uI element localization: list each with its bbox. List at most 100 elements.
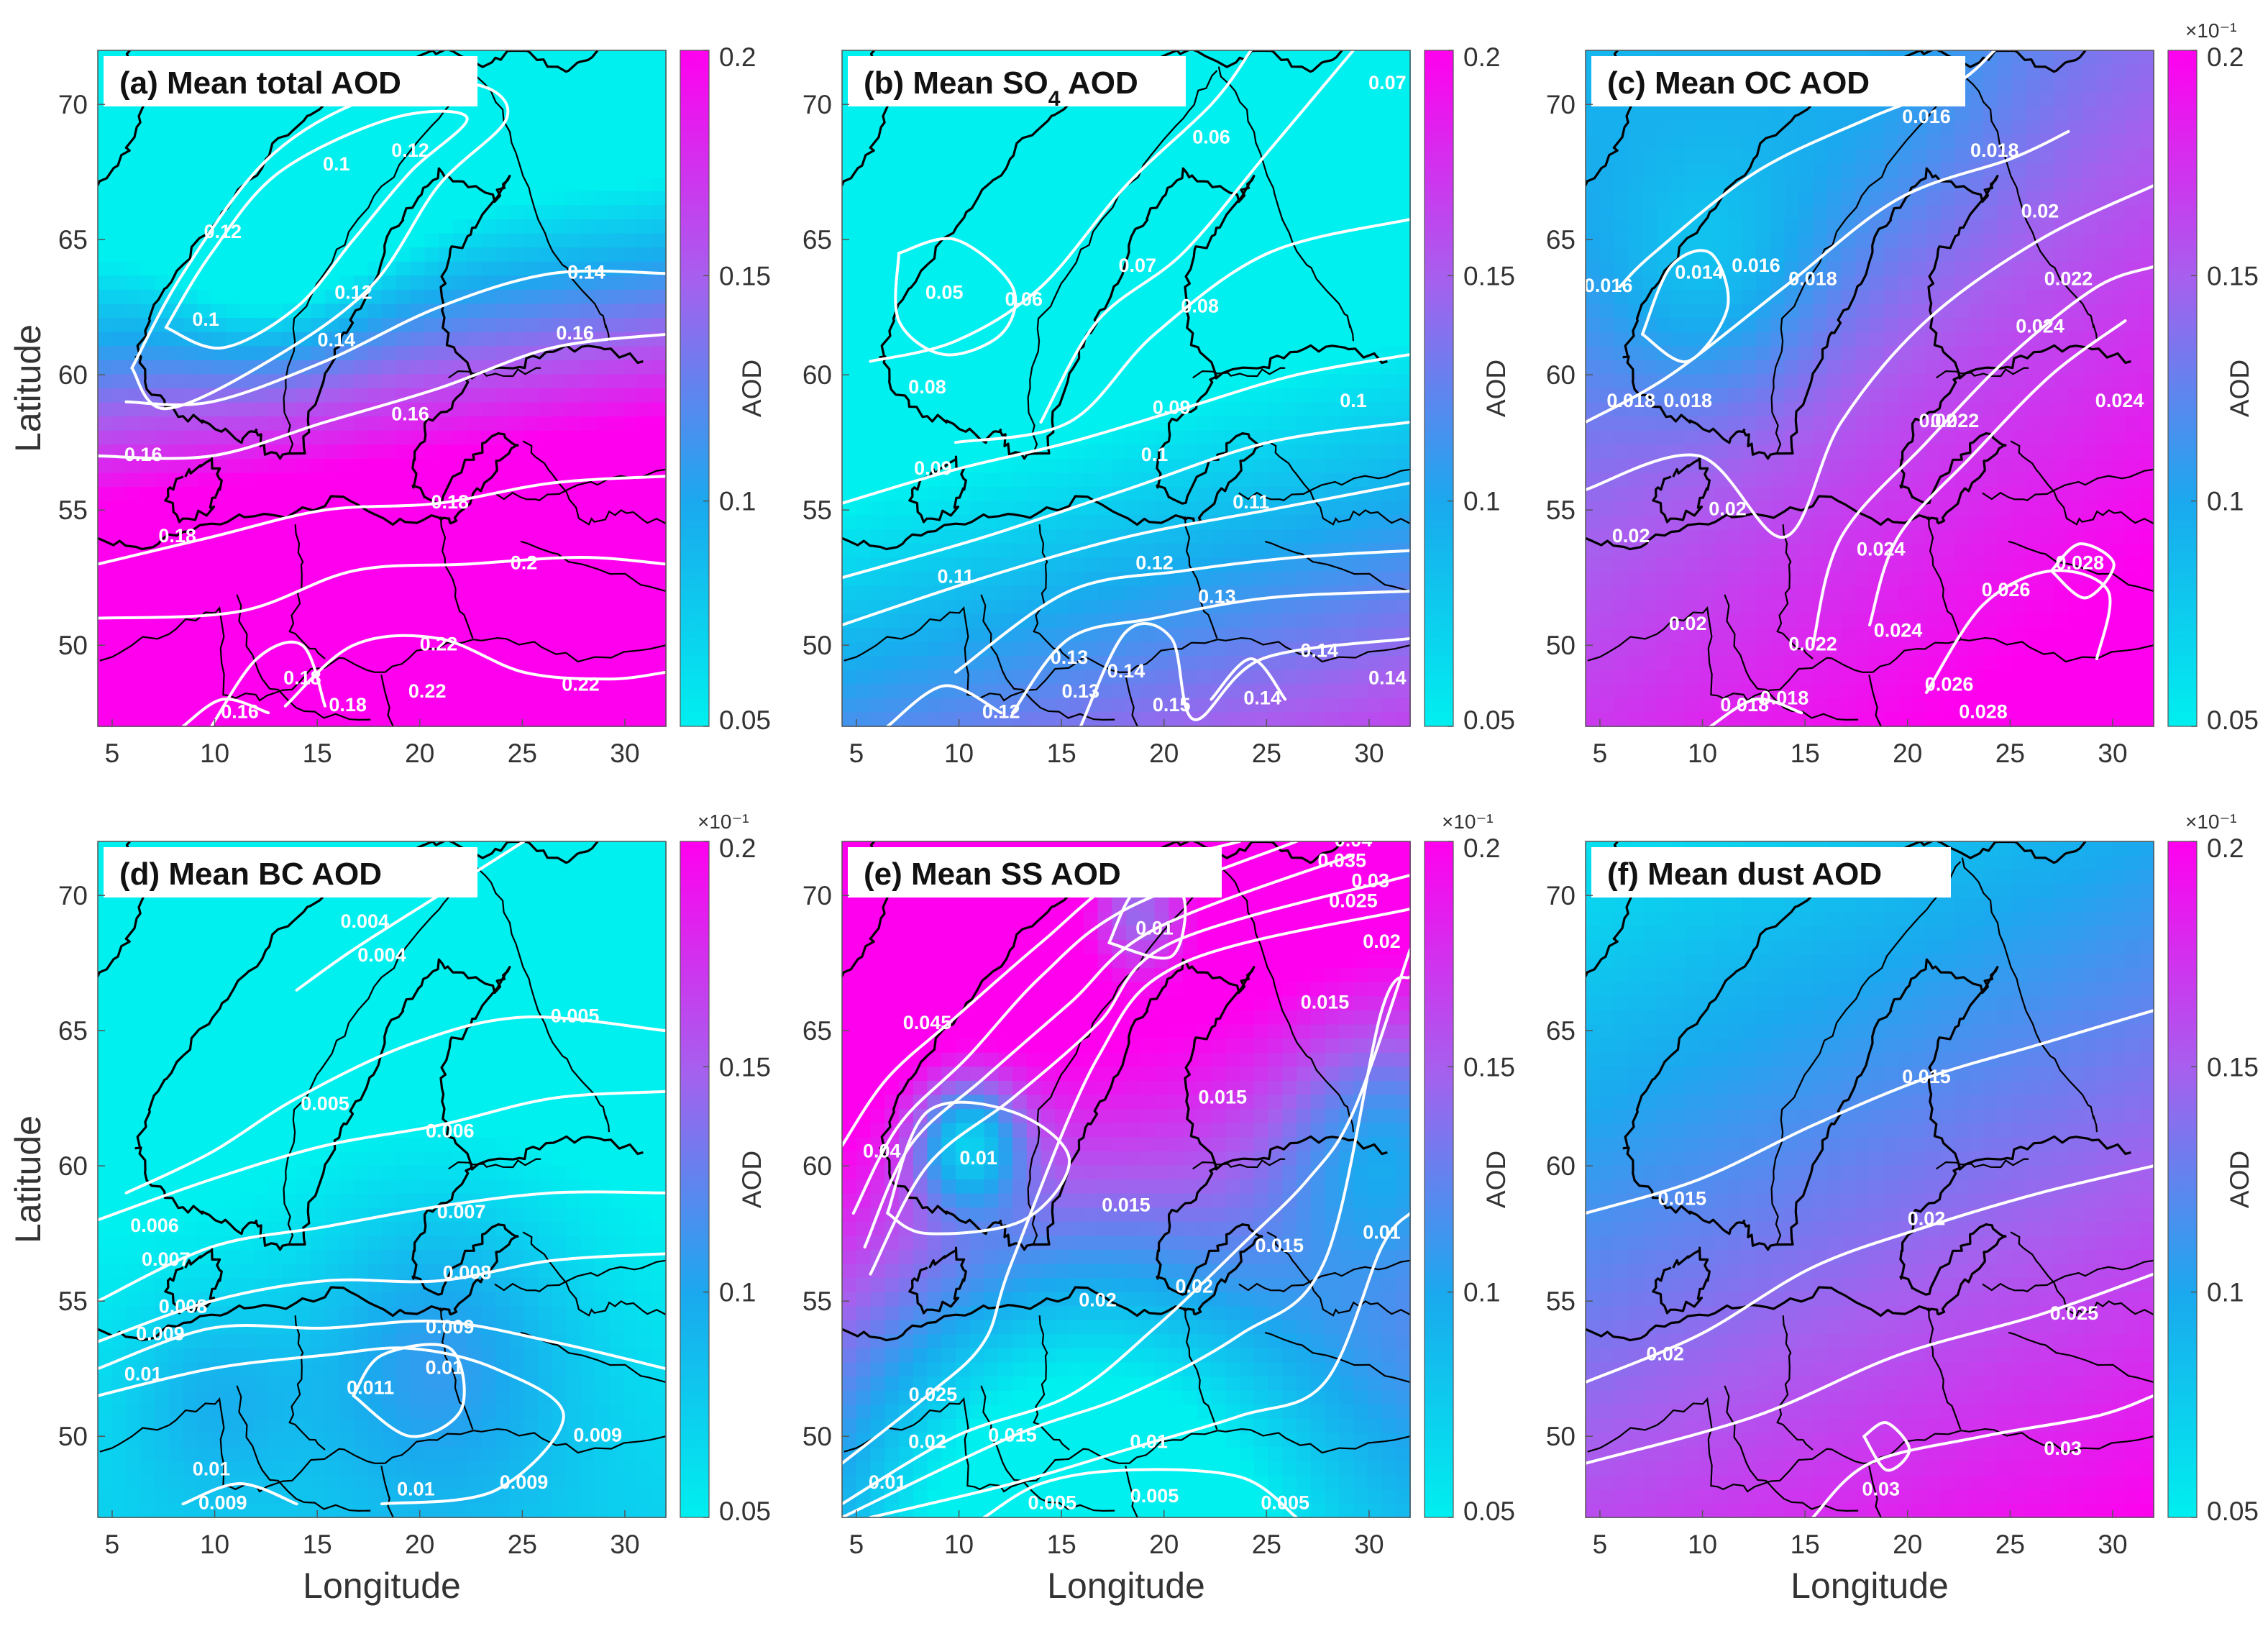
x-tick-label: 10 <box>944 1530 974 1559</box>
contours: 0.05 0.06 0.06 0.07 0.07 0.08 0.08 0.09 0.09 0.1 0… <box>842 50 1410 726</box>
y-axis-ticks: 70 65 60 55 50 <box>803 90 849 660</box>
x-axis-ticks: 5 10 15 20 25 30 <box>105 719 640 768</box>
coastline <box>164 1246 223 1315</box>
contour-label: 0.025 <box>909 1384 958 1405</box>
y-axis-ticks: 70 65 60 55 50 <box>58 90 105 660</box>
contour-label: 0.22 <box>420 633 458 654</box>
y-tick-label: 60 <box>1546 1151 1576 1181</box>
contours: 0.015 0.015 0.02 0.02 0.025 0.03 0.03 <box>1586 1009 2154 1517</box>
colorbar-tick-label: 0.05 <box>1463 705 1515 735</box>
contour-line <box>352 1343 466 1438</box>
contour-label: 0.009 <box>426 1316 475 1338</box>
country-border <box>1264 1331 1410 1384</box>
contour-label: 0.028 <box>1959 700 2008 722</box>
contour-label: 0.025 <box>1329 890 1378 912</box>
colorbar-tick-label: 0.15 <box>1463 261 1515 291</box>
contour-label: 0.11 <box>937 565 974 587</box>
contour-label: 0.02 <box>1612 525 1650 547</box>
y-tick-label: 55 <box>1546 495 1576 525</box>
country-border <box>1184 516 1218 639</box>
contour-line <box>1011 590 1410 715</box>
y-axis-ticks: 70 65 60 55 50 <box>803 881 849 1451</box>
country-border <box>520 540 666 593</box>
x-tick-label: 25 <box>508 1530 537 1559</box>
map-overlay: 0.1 0.1 0.12 0.12 0.12 0.14 0.14 0.16 0.16 0.16 0.… <box>98 50 666 726</box>
contour-label: 0.024 <box>2016 316 2064 337</box>
country-border <box>473 66 611 342</box>
colorbar-tick-label: 0.15 <box>2207 261 2259 291</box>
contour-label: 0.009 <box>198 1492 247 1513</box>
contour-label: 0.011 <box>347 1377 394 1399</box>
contour-label: 0.005 <box>551 1005 600 1027</box>
coastline <box>1652 455 1711 524</box>
country-border <box>1125 674 1138 726</box>
country-border <box>1961 857 2098 1133</box>
map-frame <box>97 50 667 727</box>
panel-f: 0.015 0.015 0.02 0.02 0.025 0.03 0.03 (f) Mean … <box>1546 810 2259 1559</box>
panel-title: (c) Mean OC AOD <box>1591 56 1965 106</box>
x-tick-label: 15 <box>303 739 332 768</box>
contour-label: 0.018 <box>1606 390 1655 411</box>
y-tick-label: 65 <box>803 1016 832 1046</box>
country-border <box>1217 857 1355 1133</box>
x-tick-label: 15 <box>1791 1530 1820 1559</box>
coastline <box>1742 167 2131 460</box>
contour-label: 0.02 <box>1908 1208 1946 1230</box>
panel-title: (f) Mean dust AOD <box>1591 847 1951 898</box>
contour-line <box>894 237 1018 357</box>
country-border <box>2008 540 2154 593</box>
contour-label: 0.015 <box>1199 1086 1248 1107</box>
contour-label: 0.005 <box>1130 1485 1179 1507</box>
contour-line <box>1586 184 2154 539</box>
colorbar-exponent: ×10⁻¹ <box>2185 19 2237 42</box>
contour-label: 0.009 <box>500 1471 549 1493</box>
colorbar-gradient <box>1424 841 1454 1518</box>
contour-label: 0.18 <box>283 667 321 688</box>
colorbar-exponent: ×10⁻¹ <box>1442 810 1494 833</box>
contour-label: 0.015 <box>1902 1066 1951 1087</box>
title-box <box>104 847 477 898</box>
contour-label: 0.04 <box>1335 829 1373 851</box>
coastline <box>879 355 1002 444</box>
country-border <box>99 1397 666 1493</box>
contour-line <box>98 1252 666 1343</box>
y-tick-label: 65 <box>58 225 88 255</box>
x-tick-label: 15 <box>1047 1530 1076 1559</box>
colorbar-tick-label: 0.05 <box>2207 705 2259 735</box>
coastline <box>411 1166 519 1316</box>
country-border <box>1936 1158 2029 1170</box>
contour-label: 0.03 <box>2044 1438 2082 1459</box>
y-tick-label: 70 <box>1546 90 1576 119</box>
coastline <box>879 1146 1002 1236</box>
contour-line <box>181 1482 298 1506</box>
x-tick-label: 25 <box>1252 1530 1281 1559</box>
contour-label: 0.08 <box>1181 295 1219 316</box>
contour-label: 0.01 <box>1130 1431 1168 1453</box>
country-border <box>1184 1307 1218 1430</box>
country-border <box>380 1465 394 1517</box>
country-border <box>2008 1331 2154 1384</box>
title-text: (c) Mean OC AOD <box>1607 65 1870 101</box>
colorbar: 0.2 0.15 0.1 0.05 AOD ×10⁻¹ <box>2167 810 2259 1526</box>
y-tick-label: 65 <box>803 225 832 255</box>
aod-field <box>1586 841 2154 1518</box>
country-border <box>1961 66 2098 342</box>
contour-line <box>98 1319 666 1371</box>
colorbar: 0.2 0.15 0.1 0.05 AOD ×10⁻¹ <box>680 810 771 1526</box>
coastline <box>1156 375 1263 525</box>
country-border <box>1928 1307 1962 1430</box>
contour-label: 0.022 <box>2044 268 2093 290</box>
country-border <box>283 861 474 1245</box>
map-frame <box>841 50 1411 727</box>
contour-line <box>954 549 1410 674</box>
x-tick-label: 10 <box>200 1530 229 1559</box>
x-axis-ticks: 5 10 15 20 25 30 <box>849 719 1384 768</box>
aod-field <box>1586 50 2154 727</box>
contour-line <box>2049 542 2116 600</box>
country-border <box>288 524 326 659</box>
contour-line <box>1709 698 1803 726</box>
